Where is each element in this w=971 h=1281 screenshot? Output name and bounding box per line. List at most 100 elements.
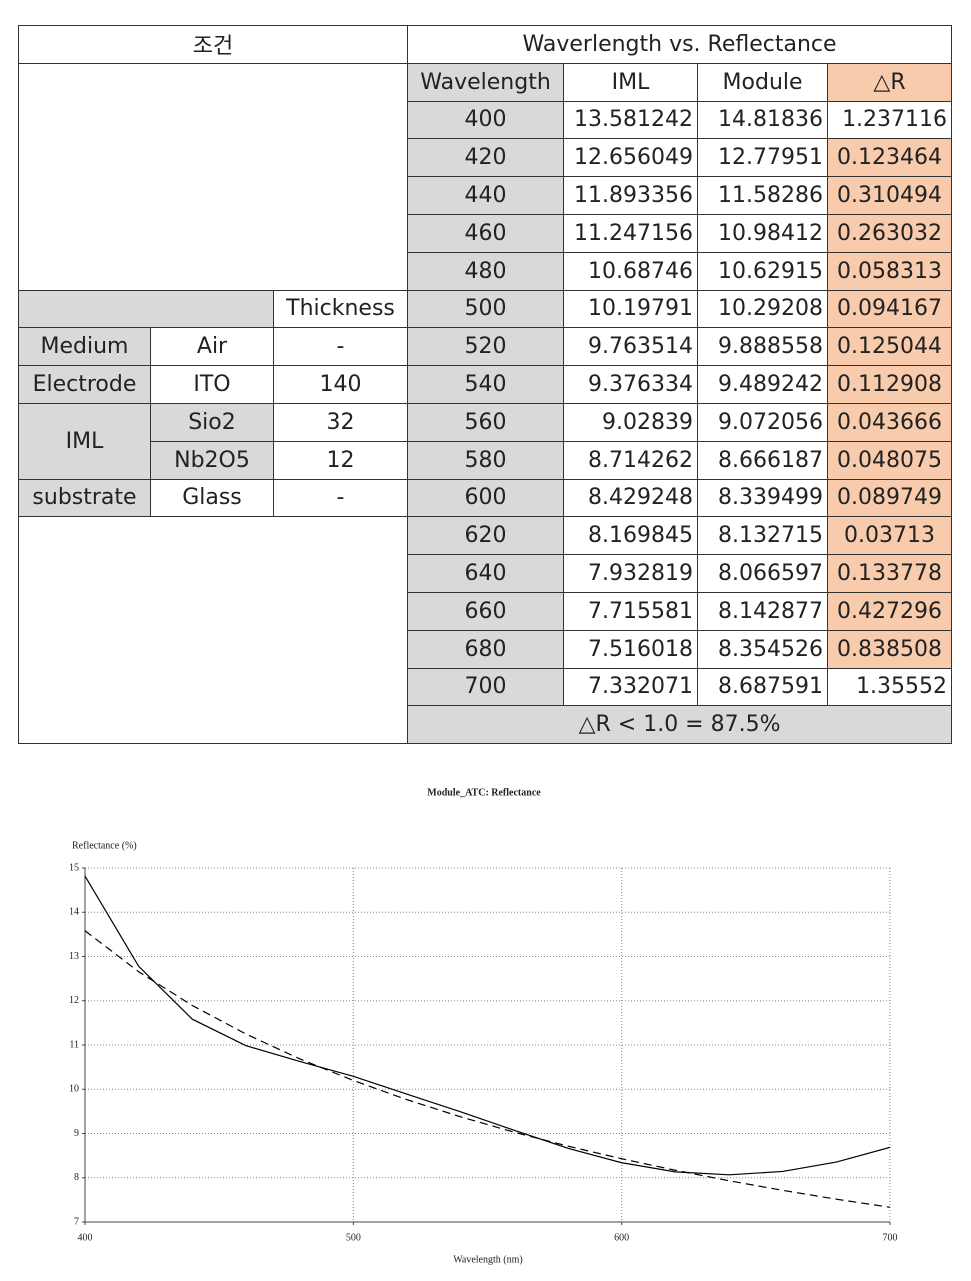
data-row: 620 8.169845 8.132715 0.03713 <box>17 516 953 745</box>
module-value: 10.98412 <box>697 213 829 253</box>
wavelength: 560 <box>407 402 565 442</box>
delta-r: 0.310494 <box>827 176 953 215</box>
iml-value: 10.68746 <box>563 251 699 291</box>
header-row: 조건 Waverlength vs. Reflectance <box>17 25 953 64</box>
column-header: IML <box>563 62 699 102</box>
condition-header-blank <box>18 289 274 329</box>
module-value: 14.81836 <box>697 100 829 140</box>
module-value: 8.339499 <box>697 478 829 518</box>
y-tick-label: 15 <box>69 862 79 873</box>
reflectance-table: 조건 Waverlength vs. Reflectance Wavelengt… <box>17 25 953 745</box>
condition-thickness: - <box>272 478 409 518</box>
delta-r: 0.838508 <box>827 629 953 669</box>
data-row: 420 12.656049 12.77951 0.123464 <box>19 138 953 178</box>
wavelength: 420 <box>407 138 565 178</box>
iml-value: 8.714262 <box>563 440 699 480</box>
wavelength: 680 <box>407 629 565 669</box>
delta-r: 0.058313 <box>827 251 953 291</box>
wavelength: 480 <box>407 251 565 291</box>
y-tick-label: 14 <box>69 907 79 918</box>
delta-r: 0.263032 <box>827 213 953 253</box>
delta-r: 0.427296 <box>827 591 953 631</box>
wavelength: 580 <box>407 440 565 480</box>
y-tick-label: 8 <box>74 1172 79 1183</box>
delta-r: 0.03713 <box>827 516 953 556</box>
delta-r: 0.048075 <box>827 440 953 480</box>
wavelength: 520 <box>407 327 565 367</box>
delta-r: 0.125044 <box>827 327 953 367</box>
condition-material: Nb2O5 <box>150 440 274 480</box>
delta-r: 0.112908 <box>827 365 953 404</box>
data-row: 480 10.68746 10.62915 0.058313 <box>19 251 953 291</box>
iml-value: 13.581242 <box>563 100 699 140</box>
x-axis-label: Wavelength (nm) <box>453 1254 522 1265</box>
wavelength: 600 <box>407 478 565 518</box>
thickness-header: Thickness <box>272 289 409 329</box>
column-header: △R <box>827 62 953 102</box>
column-header-row: Wavelength IML Module △R <box>17 62 953 291</box>
blank-cell <box>17 516 409 745</box>
y-axis-label: Reflectance (%) <box>72 840 137 851</box>
data-row: 700 7.332071 8.687591 1.35552 <box>19 667 953 707</box>
module-value: 9.888558 <box>697 327 829 367</box>
iml-value: 9.763514 <box>563 327 699 367</box>
iml-value: 11.247156 <box>563 213 699 253</box>
x-tick-label: 400 <box>78 1232 93 1243</box>
condition-label: Medium <box>18 327 151 367</box>
data-row: Medium Air -520 9.763514 9.888558 0.125044 <box>18 327 953 367</box>
y-tick-label: 11 <box>69 1039 79 1050</box>
wavelength: 640 <box>407 554 565 593</box>
iml-value: 7.332071 <box>563 667 699 707</box>
condition-material: ITO <box>150 365 274 404</box>
wavelength: 620 <box>407 516 565 556</box>
delta-r: 0.094167 <box>827 289 953 329</box>
series-line <box>84 930 891 1208</box>
module-value: 10.29208 <box>697 289 829 329</box>
condition-label: IML <box>18 402 151 480</box>
conditions-header: 조건 <box>17 25 409 64</box>
data-row: 460 11.247156 10.98412 0.263032 <box>19 213 953 253</box>
wavelength: 660 <box>407 591 565 631</box>
iml-value: 9.02839 <box>563 402 699 442</box>
data-row: substrate Glass -600 8.429248 8.339499 0.0897… <box>18 478 953 518</box>
iml-value: 12.656049 <box>563 138 699 178</box>
condition-thickness: 140 <box>272 365 409 404</box>
condition-thickness: 12 <box>272 440 409 480</box>
delta-r: 0.123464 <box>827 138 953 178</box>
column-header: Module <box>697 62 829 102</box>
iml-value: 7.516018 <box>563 629 699 669</box>
module-value: 8.132715 <box>697 516 829 556</box>
data-row: Thickness 500 10.19791 10.29208 0.094167 <box>18 289 953 329</box>
condition-material: Glass <box>150 478 274 518</box>
wavelength: 400 <box>407 100 565 140</box>
iml-value: 8.169845 <box>563 516 699 556</box>
iml-value: 8.429248 <box>563 478 699 518</box>
condition-thickness: 32 <box>272 402 409 442</box>
data-row: 440 11.893356 11.58286 0.310494 <box>19 176 953 215</box>
module-value: 9.489242 <box>697 365 829 404</box>
summary-row: △R < 1.0 = 87.5% <box>19 705 953 745</box>
y-tick-label: 10 <box>69 1084 79 1095</box>
y-tick-label: 7 <box>74 1216 79 1227</box>
data-row: Nb2O5 12 580 8.714262 8.666187 0.048075 <box>19 440 953 480</box>
delta-r: 0.133778 <box>827 554 953 593</box>
wavelength: 700 <box>407 667 565 707</box>
series-line <box>84 875 891 1176</box>
delta-r: 0.043666 <box>827 402 953 442</box>
wavelength: 540 <box>407 365 565 404</box>
data-row: IML Sio2 32 560 9.02839 9.072056 0.043666 <box>18 402 953 480</box>
module-value: 9.072056 <box>697 402 829 442</box>
delta-r: 1.35552 <box>827 667 953 707</box>
condition-label: Electrode <box>18 365 151 404</box>
module-value: 10.62915 <box>697 251 829 291</box>
column-header: Wavelength <box>407 62 565 102</box>
module-value: 8.687591 <box>697 667 829 707</box>
iml-value: 11.893356 <box>563 176 699 215</box>
module-value: 8.142877 <box>697 591 829 631</box>
x-tick-label: 500 <box>346 1232 361 1243</box>
condition-material: Sio2 <box>150 402 274 442</box>
module-value: 8.066597 <box>697 554 829 593</box>
data-row: Electrode ITO 140 540 9.376334 9.489242 0.1129… <box>18 365 953 404</box>
